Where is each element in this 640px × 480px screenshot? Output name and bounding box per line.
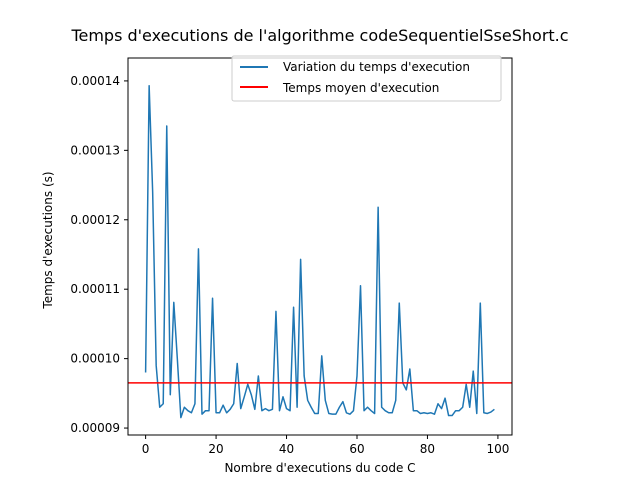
x-tick-label: 80 [420,442,435,456]
chart-title: Temps d'executions de l'algorithme codeS… [70,26,568,45]
x-tick-label: 20 [208,442,223,456]
y-axis-title: Temps d'executions (s) [41,171,55,309]
x-tick-label: 0 [142,442,150,456]
legend-box [231,55,502,102]
axes-layer: 0 20 40 60 80 100 0.00009 0.00010 0.00011 0.00012… [70,57,513,456]
x-tick-label: 100 [486,442,509,456]
y-tick-label: 0.00013 [70,143,120,157]
series-line-variation [144,85,495,419]
plot-layer [128,85,512,419]
legend-label-mean: Temps moyen d'execution [282,81,439,95]
y-tick-label: 0.00010 [70,352,120,366]
x-axis-title: Nombre d'executions du code C [224,461,415,475]
y-tick-label: 0.00011 [70,282,120,296]
x-tick-label: 40 [279,442,294,456]
y-tick-label: 0.00009 [70,421,120,435]
y-tick-label: 0.00014 [70,74,120,88]
x-tick-label: 60 [349,442,364,456]
legend: Variation du temps d'execution Temps moy… [231,55,502,102]
y-tick-label: 0.00012 [70,213,120,227]
legend-label-variation: Variation du temps d'execution [283,60,470,74]
